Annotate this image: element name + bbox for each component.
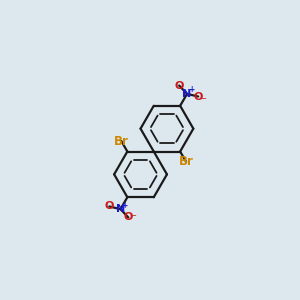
Text: N: N: [116, 204, 125, 214]
Text: O: O: [124, 212, 133, 223]
Text: −: −: [199, 94, 206, 103]
Text: O: O: [105, 202, 114, 212]
Text: N: N: [182, 89, 192, 99]
Text: +: +: [188, 85, 194, 94]
Text: Br: Br: [179, 155, 194, 169]
Text: O: O: [175, 80, 184, 91]
Text: −: −: [129, 211, 136, 220]
Text: O: O: [194, 92, 203, 101]
Text: +: +: [122, 200, 128, 209]
Text: Br: Br: [114, 134, 129, 148]
